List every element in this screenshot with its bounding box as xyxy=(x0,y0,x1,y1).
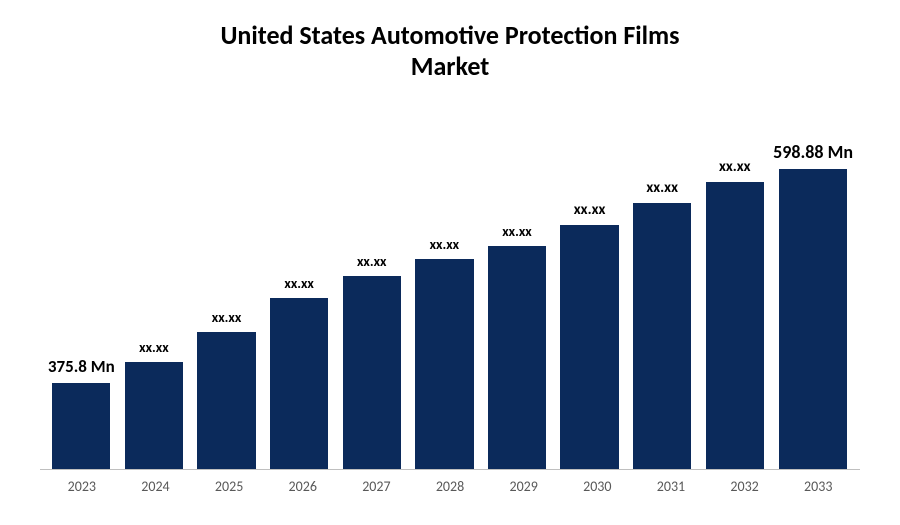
bar-value-label: xx.xx xyxy=(357,253,386,270)
x-axis-tick: 2029 xyxy=(489,478,559,495)
bar-value-label: xx.xx xyxy=(139,339,168,356)
bar xyxy=(343,276,401,469)
bar-group: 375.8 Mn xyxy=(47,132,116,469)
bar xyxy=(633,203,691,469)
bar-group: xx.xx xyxy=(483,132,552,469)
title-line-2: Market xyxy=(411,50,490,82)
x-axis-tick: 2028 xyxy=(415,478,485,495)
bar xyxy=(197,332,255,469)
bar-value-label: xx.xx xyxy=(646,179,678,197)
x-axis: 2023202420252026202720282029203020312032… xyxy=(40,470,860,495)
bar xyxy=(488,246,546,469)
plot-area: 375.8 Mn xx.xx xx.xx xx.xx xx.xx xx.xx xx.xx xx… xyxy=(40,132,860,470)
bar-group: xx.xx xyxy=(628,132,697,469)
bar xyxy=(270,298,328,469)
chart-container: United States Automotive Protection Film… xyxy=(0,0,900,525)
bar-group: xx.xx xyxy=(700,132,769,469)
x-axis-tick: 2026 xyxy=(268,478,338,495)
bar xyxy=(52,383,110,469)
bar xyxy=(415,259,473,469)
x-axis-tick: 2033 xyxy=(783,478,853,495)
bar-value-label: xx.xx xyxy=(430,236,459,253)
bar-value-label: xx.xx xyxy=(212,309,241,326)
bar-group: xx.xx xyxy=(555,132,624,469)
x-axis-tick: 2023 xyxy=(47,478,117,495)
x-axis-tick: 2030 xyxy=(562,478,632,495)
bar-group: xx.xx xyxy=(265,132,334,469)
bar-group: xx.xx xyxy=(337,132,406,469)
x-axis-tick: 2027 xyxy=(342,478,412,495)
bar-value-label: xx.xx xyxy=(502,223,531,240)
bar xyxy=(125,362,183,469)
bar-value-label: xx.xx xyxy=(284,275,313,292)
bar-value-label: xx.xx xyxy=(574,201,606,219)
title-line-1: United States Automotive Protection Film… xyxy=(220,19,679,51)
x-axis-tick: 2032 xyxy=(710,478,780,495)
bar-group: xx.xx xyxy=(192,132,261,469)
bar-value-label: xx.xx xyxy=(719,158,751,176)
bar xyxy=(560,225,618,469)
bar xyxy=(706,182,764,469)
x-axis-tick: 2024 xyxy=(121,478,191,495)
x-axis-tick: 2031 xyxy=(636,478,706,495)
bar xyxy=(779,169,847,469)
chart-title: United States Automotive Protection Film… xyxy=(40,20,860,82)
bar-group: xx.xx xyxy=(410,132,479,469)
x-axis-tick: 2025 xyxy=(194,478,264,495)
bar-group: xx.xx xyxy=(120,132,189,469)
bar-group: 598.88 Mn xyxy=(773,132,853,469)
bar-value-label: 598.88 Mn xyxy=(773,141,853,163)
bar-value-label: 375.8 Mn xyxy=(48,356,115,377)
